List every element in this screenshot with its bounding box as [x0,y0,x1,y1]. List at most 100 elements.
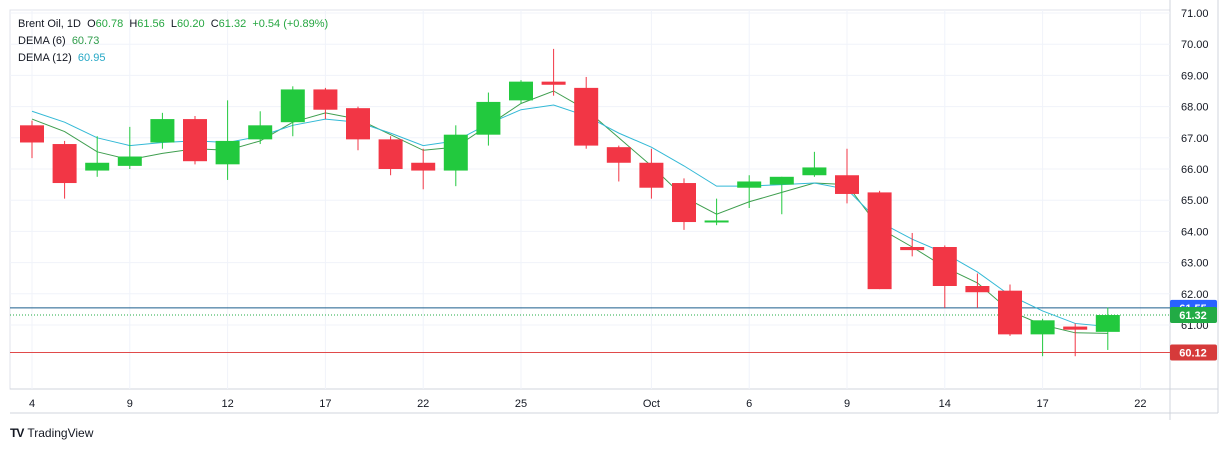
candle [606,145,631,182]
close-value: 61.32 [218,18,247,30]
candle-body [672,183,696,223]
candle-body [802,167,827,176]
time-tick-label: 17 [1036,398,1048,410]
candle-body [378,139,403,169]
candle-body [835,175,859,194]
candle-body [900,247,925,251]
candle-body [965,286,990,293]
time-tick-label: 25 [515,398,527,410]
symbol-label[interactable]: Brent Oil, 1D [18,18,81,30]
candle-body [150,119,175,143]
candle [52,140,77,199]
candle-body [52,144,77,184]
dema6-value: 60.73 [71,35,100,47]
candle [1063,323,1088,357]
high-value: 61.56 [137,18,165,30]
dema6-label: DEMA (6) [18,35,66,47]
candle-body [85,162,110,171]
candle-body [313,89,338,110]
candle [574,76,599,149]
brand-name: TradingView [27,426,94,440]
candle-body [346,108,370,140]
candle [1030,318,1055,357]
low-value: 60.20 [177,18,205,30]
time-tick-label: Oct [643,398,660,410]
candle [835,148,859,204]
candle [541,48,566,96]
candle [411,148,436,190]
candle-body [411,162,436,171]
price-tick-label: 66.00 [1181,164,1209,176]
candle-body [443,134,468,171]
candle-body [867,192,892,290]
candle [867,190,892,290]
price-tick-label: 70.00 [1181,39,1209,51]
candle [378,136,403,176]
candle [932,245,957,308]
price-tick-label: 69.00 [1181,70,1209,82]
dema12-line [31,104,1108,328]
open-label: O [87,18,96,30]
candle-body [509,81,533,101]
candle [248,111,273,145]
low-label: L [170,18,178,30]
candle [965,273,990,308]
price-badge-label: 60.12 [1179,347,1207,359]
candle [900,232,925,257]
candle-body [704,220,729,223]
time-tick-label: 9 [844,398,850,410]
candle [672,178,696,230]
time-tick-label: 17 [319,398,331,410]
candle-body [639,162,664,188]
candle [20,120,44,159]
price-tick-label: 68.00 [1181,102,1209,114]
candle-body [998,290,1022,335]
ohlc-row: Brent Oil, 1D O60.78 H61.56 L60.20 C61.3… [18,16,328,33]
candle [476,92,501,146]
price-tick-label: 64.00 [1181,226,1209,238]
plot-area [9,9,1171,390]
candle-body [248,125,273,140]
time-tick-label: 22 [417,398,429,410]
price-tick-label: 67.00 [1181,133,1209,145]
candle-body [574,87,599,146]
candle [443,125,468,187]
candle-body [769,176,794,185]
chart-legend: Brent Oil, 1D O60.78 H61.56 L60.20 C61.3… [18,16,328,67]
candle [509,80,533,104]
time-tick-label: 6 [746,398,752,410]
candle [704,198,729,226]
candle [313,87,338,120]
candle-body [606,147,631,163]
dema12-row[interactable]: DEMA (12) 60.95 [18,50,328,67]
time-tick-label: 12 [221,398,233,410]
candle [280,86,305,137]
time-tick-label: 14 [939,398,951,410]
dema12-value: 60.95 [77,52,106,64]
candle-body [476,101,501,135]
candle [639,148,664,199]
dema6-row[interactable]: DEMA (6) 60.73 [18,33,328,50]
candle [1095,307,1120,350]
price-badge-label: 61.32 [1179,310,1207,322]
price-badge [1170,344,1217,361]
high-label: H [129,18,138,30]
price-tick-label: 63.00 [1181,258,1209,270]
dema12-label: DEMA (12) [18,52,72,64]
close-label: C [210,18,219,30]
change-value: +0.54 (+0.89%) [252,18,329,30]
dema6-line [31,90,1108,334]
candle [117,126,142,169]
candle-body [1063,326,1088,330]
candle-body [932,247,957,286]
candle-body [20,125,44,143]
candle-body [1095,315,1120,332]
tradingview-logo-icon: TV [10,426,24,440]
candle [346,106,370,151]
tradingview-brand[interactable]: TV TradingView [10,426,93,440]
price-tick-label: 65.00 [1181,195,1209,207]
candle [215,100,240,180]
time-tick-label: 9 [127,398,133,410]
